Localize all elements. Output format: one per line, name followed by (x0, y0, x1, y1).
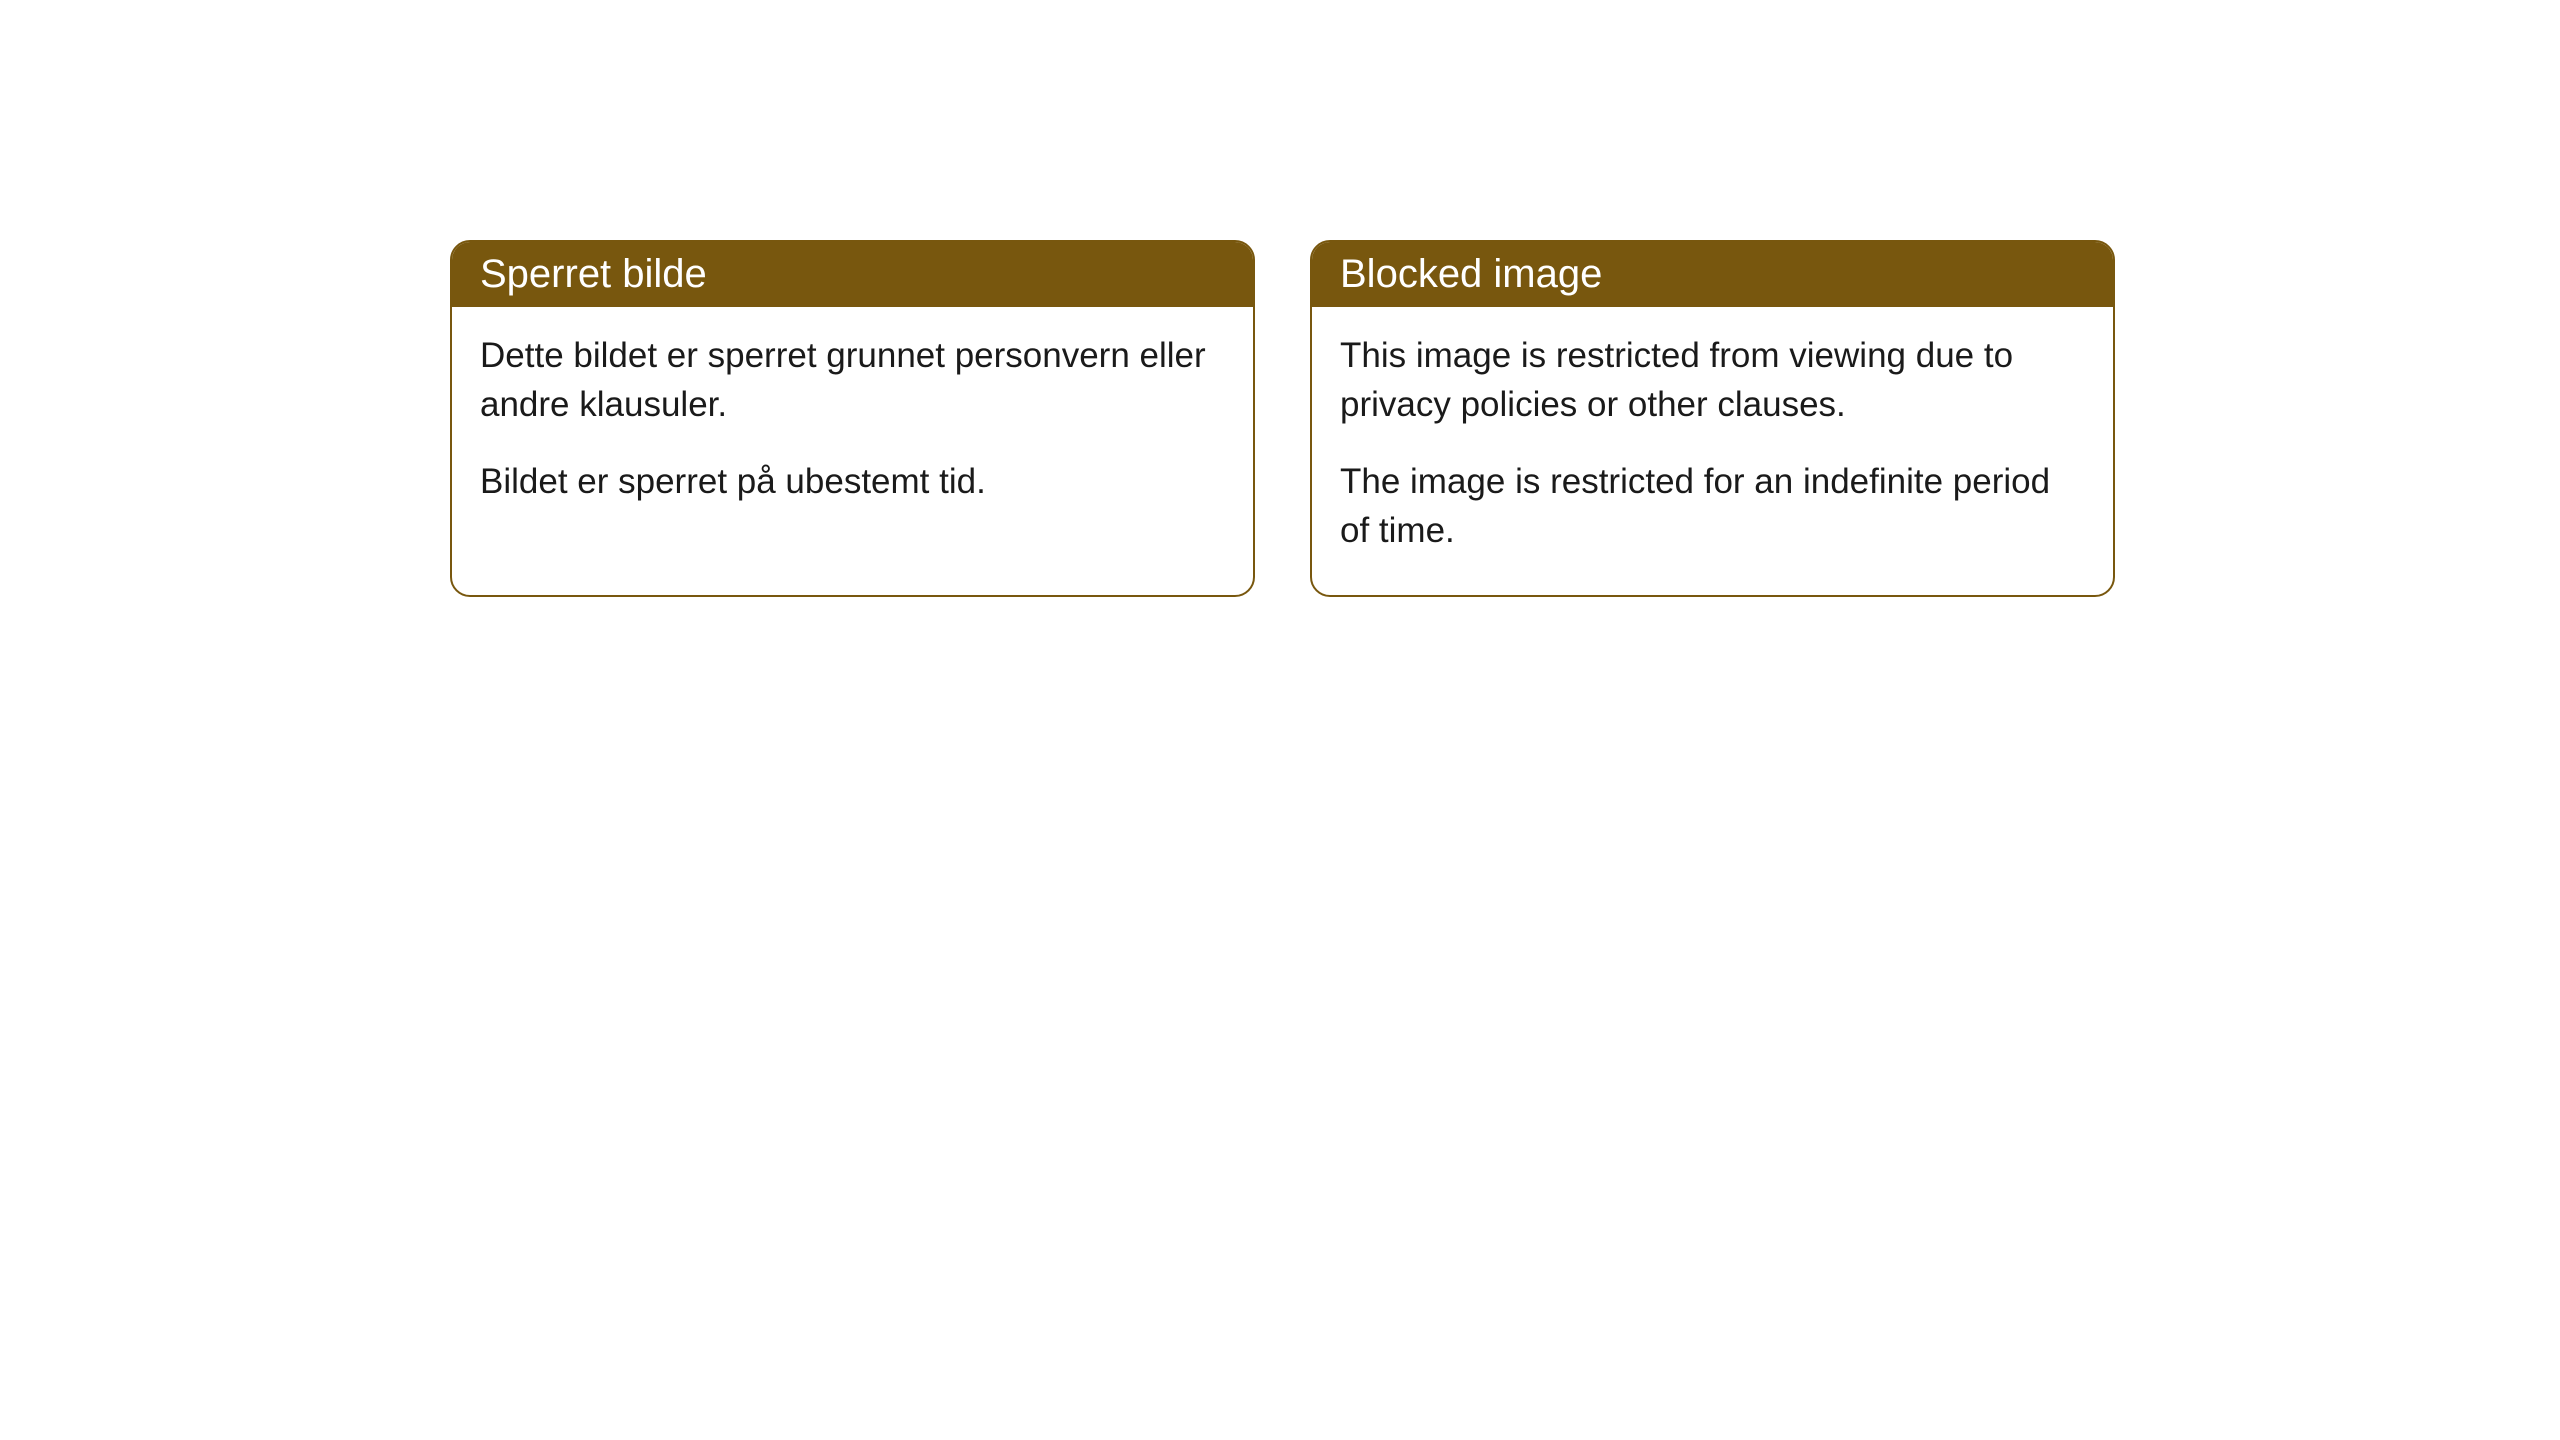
card-para1-norwegian: Dette bildet er sperret grunnet personve… (480, 331, 1225, 429)
card-body-norwegian: Dette bildet er sperret grunnet personve… (452, 307, 1253, 546)
card-title-norwegian: Sperret bilde (480, 252, 707, 296)
card-para1-english: This image is restricted from viewing du… (1340, 331, 2085, 429)
card-title-english: Blocked image (1340, 252, 1602, 296)
card-para2-norwegian: Bildet er sperret på ubestemt tid. (480, 457, 1225, 506)
card-body-english: This image is restricted from viewing du… (1312, 307, 2113, 595)
card-norwegian: Sperret bilde Dette bildet er sperret gr… (450, 240, 1255, 597)
card-header-norwegian: Sperret bilde (452, 242, 1253, 307)
card-header-english: Blocked image (1312, 242, 2113, 307)
card-english: Blocked image This image is restricted f… (1310, 240, 2115, 597)
cards-container: Sperret bilde Dette bildet er sperret gr… (0, 0, 2560, 597)
card-para2-english: The image is restricted for an indefinit… (1340, 457, 2085, 555)
